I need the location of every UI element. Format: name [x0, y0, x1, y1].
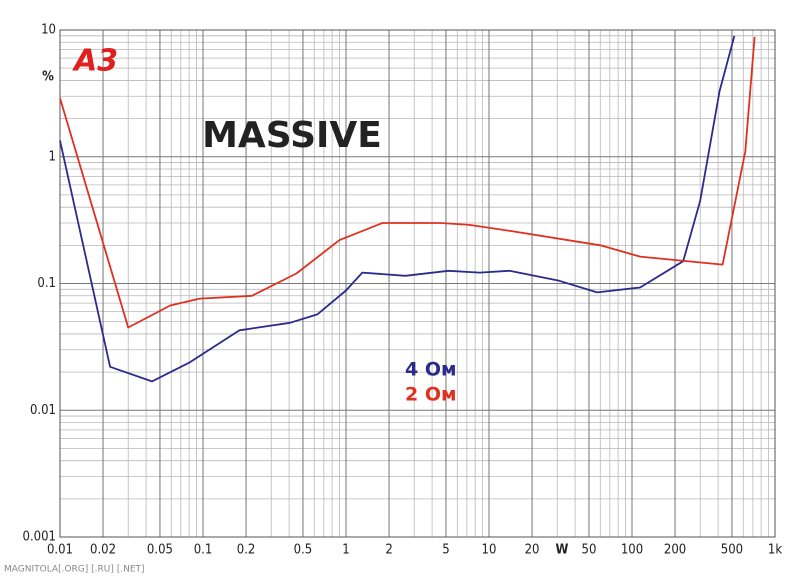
- x-tick-label: 100: [621, 543, 643, 558]
- series-line: [59, 36, 756, 329]
- y-tick-label: 10: [41, 23, 56, 38]
- x-tick-label: 0.1: [194, 543, 213, 558]
- x-tick-label: 0.05: [147, 543, 173, 558]
- x-tick-label: 2: [385, 543, 392, 558]
- x-tick-label: 1k: [768, 543, 782, 558]
- x-tick-label: 1: [342, 543, 349, 558]
- y-tick-label: 0.1: [37, 276, 56, 291]
- x-tick-label: 200: [664, 543, 686, 558]
- y-tick-label: 0.001: [23, 530, 56, 545]
- chart-title: MASSIVE: [202, 115, 382, 156]
- x-tick-label: 20: [525, 543, 540, 558]
- x-tick-label: 0.01: [47, 543, 73, 558]
- series-line: [59, 35, 736, 383]
- x-tick-label: 0.5: [294, 543, 313, 558]
- grid: [59, 29, 776, 538]
- y-tick-label: 1: [49, 149, 56, 164]
- y-tick-label: 0.01: [30, 403, 56, 418]
- x-axis-label: W: [556, 543, 569, 558]
- legend-label: 4 Ом: [405, 359, 457, 381]
- x-tick-label: 5: [442, 543, 449, 558]
- x-tick-label: 10: [482, 543, 497, 558]
- x-tick-label: 50: [582, 543, 597, 558]
- x-tick-label: 500: [721, 543, 743, 558]
- y-axis-label: %: [42, 70, 54, 85]
- x-tick-label: 0.2: [237, 543, 256, 558]
- plot-frame: [59, 29, 776, 538]
- x-tick-label: 0.02: [90, 543, 116, 558]
- legend-label: 2 Ом: [405, 384, 457, 406]
- footer: MAGNITOLA[.ORG] [.RU] [.NET]: [4, 565, 145, 575]
- logo: A3: [72, 44, 118, 79]
